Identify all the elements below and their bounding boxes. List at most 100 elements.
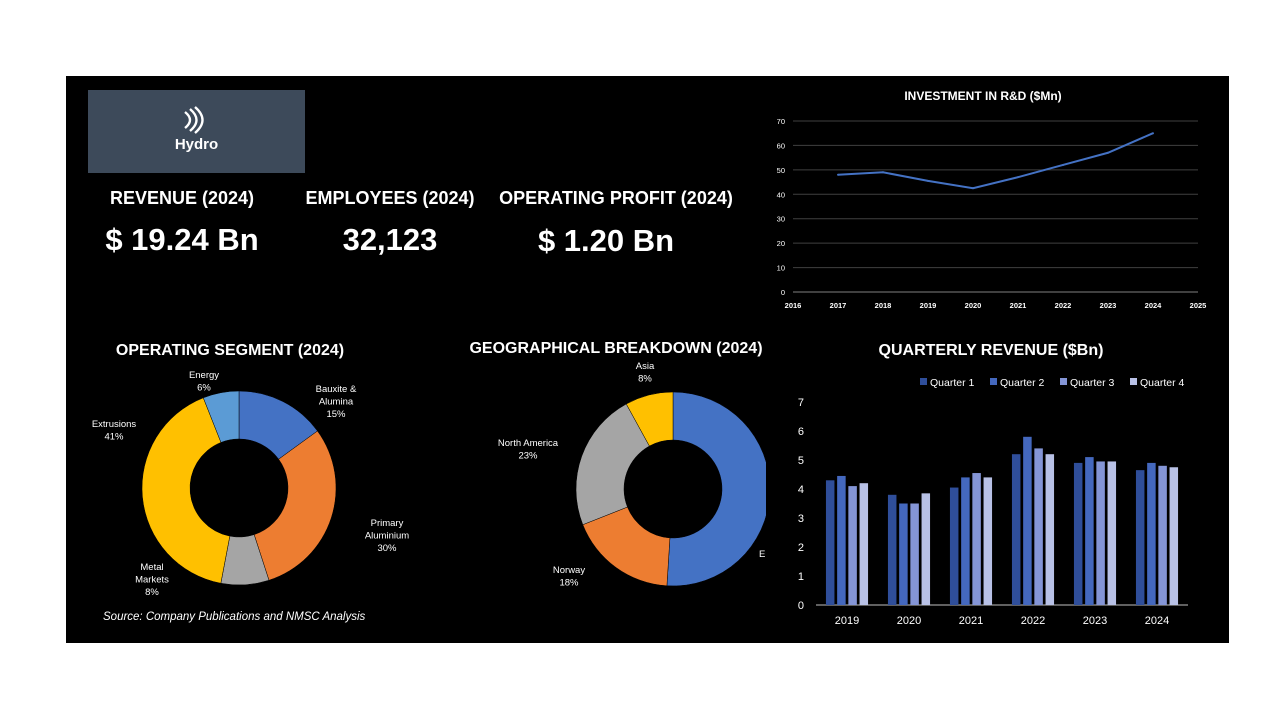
operating-profit-label: OPERATING PROFIT (2024) xyxy=(499,188,733,208)
bar xyxy=(899,503,908,605)
bar xyxy=(1147,462,1156,605)
y-tick-label: 60 xyxy=(777,141,785,150)
hydro-logo-icon xyxy=(184,106,204,134)
legend-swatch xyxy=(990,378,997,385)
quarterly-bar-chart: 0 1 2 3 4 5 6 7 2019 2020 2021 2022 2023 2024 Quarter … xyxy=(798,377,1188,627)
revenue-label: REVENUE (2024) xyxy=(109,188,255,208)
y-tick-label: 1 xyxy=(798,571,804,583)
rd-chart-title: INVESTMENT IN R&D ($Mn) xyxy=(904,89,1062,103)
rd-line-chart: 0 10 20 30 40 50 60 70 2016 2017 2018 2019 2020 2021 2… xyxy=(777,117,1207,310)
bar xyxy=(1023,436,1032,605)
rd-data-point xyxy=(837,173,839,176)
rd-data-point xyxy=(1062,163,1064,166)
bar xyxy=(848,486,857,605)
bar xyxy=(983,477,993,605)
rd-data-point xyxy=(882,171,884,174)
y-tick-label: 5 xyxy=(798,455,804,467)
x-tick-label: 2024 xyxy=(1145,301,1163,310)
bar xyxy=(825,480,835,605)
x-tick-label: 2020 xyxy=(965,301,982,310)
legend-swatch xyxy=(1130,378,1137,385)
y-tick-label: 0 xyxy=(798,600,804,612)
bar xyxy=(972,473,981,605)
bar xyxy=(1169,467,1179,605)
legend-swatch xyxy=(1060,378,1067,385)
y-tick-label: 0 xyxy=(781,288,785,297)
legend-label: Quarter 1 xyxy=(930,377,975,389)
logo-text: Hydro xyxy=(174,136,219,153)
x-tick-label: 2021 xyxy=(959,615,983,627)
y-tick-label: 30 xyxy=(777,215,785,224)
x-tick-label: 2019 xyxy=(835,615,859,627)
legend-label: Quarter 2 xyxy=(1000,377,1045,389)
y-tick-label: 3 xyxy=(798,513,804,525)
x-tick-label: 2017 xyxy=(830,301,847,310)
x-tick-label: 2022 xyxy=(1021,615,1045,627)
y-tick-label: 20 xyxy=(777,239,785,248)
donut-slice xyxy=(625,391,674,447)
operating-profit-value: $ 1.20 Bn xyxy=(537,223,675,258)
rd-series-line xyxy=(837,132,1154,190)
rd-data-point xyxy=(1107,151,1109,154)
y-tick-label: 10 xyxy=(777,264,785,273)
donut-slice xyxy=(141,397,231,584)
employees-value: 32,123 xyxy=(342,222,438,257)
x-tick-label: 2018 xyxy=(875,301,892,310)
dashboard-panel: Hydro REVENUE (2024) $ 19.24 Bn EMPLOYEE… xyxy=(66,76,1229,643)
bar xyxy=(1045,454,1055,605)
bar xyxy=(859,483,869,605)
slice-label: Asia 8% xyxy=(636,361,655,385)
legend-label: Quarter 3 xyxy=(1070,377,1115,389)
geo-chart-title: GEOGRAPHICAL BREAKDOWN (2024) xyxy=(469,340,763,357)
y-tick-label: 6 xyxy=(798,426,804,438)
slice-label: Primary Aluminium 30% xyxy=(365,518,409,554)
source-note: Source: Company Publications and NMSC An… xyxy=(103,611,366,623)
bar xyxy=(1011,454,1021,605)
donut-slice xyxy=(253,430,337,581)
slice-label: Bauxite & Alumina 15% xyxy=(316,384,357,420)
slice-label: Extrusions 41% xyxy=(92,419,137,443)
legend-label: Quarter 4 xyxy=(1140,377,1185,389)
employees-label: EMPLOYEES (2024) xyxy=(305,188,475,208)
rd-data-point xyxy=(927,179,929,182)
rd-data-point xyxy=(1152,132,1154,135)
rd-data-point xyxy=(1017,176,1019,179)
x-tick-label: 2019 xyxy=(920,301,937,310)
y-tick-label: 7 xyxy=(798,397,804,409)
bar xyxy=(961,477,970,605)
x-tick-label: 2023 xyxy=(1100,301,1117,310)
bar xyxy=(1135,470,1145,605)
y-tick-label: 2 xyxy=(798,542,804,554)
bar xyxy=(1158,465,1167,605)
y-tick-label: 70 xyxy=(777,117,785,126)
slice-label: Metal Markets 8% xyxy=(135,562,169,598)
bar xyxy=(1107,461,1117,605)
x-tick-label: 2020 xyxy=(897,615,921,627)
rd-data-point xyxy=(972,187,974,190)
segment-donut-chart: Bauxite & Alumina 15% Primary Aluminium 30% Me… xyxy=(92,370,409,598)
bar xyxy=(1034,448,1043,605)
quarterly-chart-title: QUARTERLY REVENUE ($Bn) xyxy=(878,342,1104,359)
y-tick-label: 4 xyxy=(798,484,804,496)
x-tick-label: 2016 xyxy=(785,301,802,310)
legend-swatch xyxy=(920,378,927,385)
bar xyxy=(949,487,959,605)
bar xyxy=(837,475,846,605)
company-logo: Hydro xyxy=(88,90,305,173)
x-tick-label: 2021 xyxy=(1010,301,1027,310)
x-tick-label: 2025 xyxy=(1190,301,1207,310)
donut-slice xyxy=(666,391,766,587)
bar xyxy=(887,494,897,605)
x-tick-label: 2022 xyxy=(1055,301,1072,310)
x-tick-label: 2024 xyxy=(1145,615,1169,627)
y-tick-label: 40 xyxy=(777,190,785,199)
slice-label: Europe (excl.Norway)51% xyxy=(759,549,766,585)
y-tick-label: 50 xyxy=(777,166,785,175)
bar xyxy=(1096,461,1105,605)
revenue-value: $ 19.24 Bn xyxy=(105,222,259,257)
bar xyxy=(910,503,919,605)
bar xyxy=(921,493,931,605)
x-tick-label: 2023 xyxy=(1083,615,1107,627)
slice-label: Norway 18% xyxy=(553,565,585,589)
